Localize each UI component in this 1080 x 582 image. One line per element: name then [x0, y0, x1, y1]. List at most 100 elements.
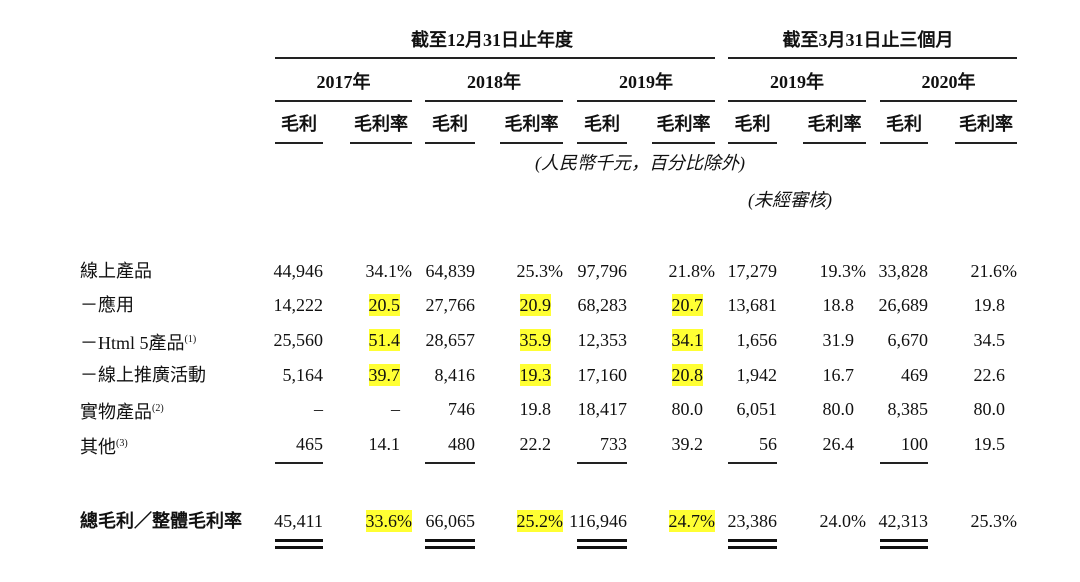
cell: 18.8 — [822, 295, 855, 315]
cell: 1,942 — [736, 365, 778, 385]
cell: 14,222 — [273, 295, 324, 315]
cell: 34.1% — [365, 261, 413, 281]
label-text: －應用 — [80, 295, 134, 315]
row-label: 實物產品(2) — [80, 398, 164, 423]
cell: 19.5 — [973, 434, 1006, 454]
period-header: 截至12月31日止年度 — [411, 30, 573, 50]
cell: 25,560 — [273, 330, 324, 350]
cell: 469 — [901, 365, 928, 385]
cell: 19.3% — [819, 261, 867, 281]
cell: 8,385 — [887, 399, 929, 419]
rule — [728, 100, 866, 102]
cell: 20.7 — [671, 294, 703, 316]
cell: 6,670 — [887, 330, 929, 350]
cell: 66,065 — [425, 511, 476, 531]
year-header: 2020年 — [921, 72, 976, 92]
year-header: 2018年 — [467, 72, 521, 92]
cell: 56 — [759, 434, 777, 454]
cell: 45,411 — [274, 511, 323, 531]
column-header: 毛利率 — [504, 114, 559, 134]
cell: – — [314, 399, 323, 419]
column-header: 毛利 — [432, 114, 468, 134]
cell: 39.7 — [368, 364, 400, 386]
cell: 23,386 — [727, 511, 778, 531]
rule — [955, 142, 1017, 144]
rule — [425, 539, 475, 542]
cell: 28,657 — [425, 330, 476, 350]
rule — [275, 539, 323, 542]
year-header: 2019年 — [770, 72, 824, 92]
label-text: －Html 5產品 — [80, 333, 185, 353]
column-header: 毛利 — [584, 114, 620, 134]
cell: 64,839 — [425, 261, 476, 281]
period-header: 截至3月31日止三個月 — [782, 30, 954, 50]
row-label: 線上產品 — [80, 260, 152, 282]
rule — [500, 142, 563, 144]
cell: 21.6% — [970, 261, 1018, 281]
cell: 116,946 — [569, 511, 627, 531]
cell: 14.1 — [368, 434, 401, 454]
cell: 8,416 — [434, 365, 476, 385]
cell: – — [391, 399, 400, 419]
rule — [728, 142, 777, 144]
cell: 26.4 — [822, 434, 855, 454]
row-label: －Html 5產品(1) — [80, 329, 196, 354]
cell: 80.0 — [973, 399, 1006, 419]
year-header: 2019年 — [619, 72, 673, 92]
rule — [425, 142, 475, 144]
cell: 20.8 — [671, 364, 703, 386]
column-header: 毛利 — [734, 114, 771, 134]
rule — [880, 546, 928, 549]
rule — [577, 539, 627, 542]
cell: 5,164 — [282, 365, 324, 385]
row-label: －線上推廣活動 — [80, 364, 206, 386]
cell: 1,656 — [736, 330, 778, 350]
footnote-ref: (1) — [184, 334, 197, 345]
cell: 465 — [296, 434, 323, 454]
rule — [880, 539, 928, 542]
cell: 6,051 — [736, 399, 778, 419]
audit-note: (未經審核) — [748, 190, 832, 210]
label-text: 實物產品 — [80, 402, 152, 422]
cell: 33.6% — [365, 510, 412, 532]
column-header: 毛利率 — [354, 114, 408, 134]
cell: 12,353 — [577, 330, 628, 350]
cell: 25.3% — [516, 261, 564, 281]
cell: 31.9 — [822, 330, 855, 350]
cell: 34.5 — [973, 330, 1006, 350]
column-header: 毛利率 — [656, 114, 711, 134]
cell: 33,828 — [878, 261, 929, 281]
column-header: 毛利 — [886, 114, 922, 134]
cell: 19.3 — [519, 364, 551, 386]
cell: 20.5 — [368, 294, 400, 316]
cell: 746 — [448, 399, 475, 419]
rule — [275, 57, 715, 59]
footnote-ref: (2) — [152, 403, 164, 414]
cell: 51.4 — [368, 329, 400, 351]
column-header: 毛利率 — [959, 114, 1013, 134]
total-label: 總毛利／整體毛利率 — [80, 511, 242, 531]
cell: 480 — [448, 434, 475, 454]
cell: 97,796 — [577, 261, 628, 281]
column-header: 毛利 — [281, 114, 317, 134]
cell: 22.2 — [519, 434, 552, 454]
cell: 24.7% — [668, 510, 715, 532]
cell: 19.8 — [973, 295, 1006, 315]
rule — [577, 100, 715, 102]
cell: 20.9 — [519, 294, 551, 316]
rule — [275, 142, 323, 144]
rule — [880, 100, 1017, 102]
rule — [880, 462, 928, 464]
cell: 22.6 — [973, 365, 1006, 385]
rule — [425, 100, 563, 102]
rule — [577, 462, 627, 464]
cell: 17,160 — [577, 365, 628, 385]
unit-note: (人民幣千元，百分比除外) — [535, 153, 745, 173]
rule — [425, 462, 475, 464]
cell: 68,283 — [577, 295, 628, 315]
cell: 25.2% — [516, 510, 563, 532]
cell: 16.7 — [822, 365, 855, 385]
cell: 27,766 — [425, 295, 476, 315]
cell: 100 — [901, 434, 928, 454]
